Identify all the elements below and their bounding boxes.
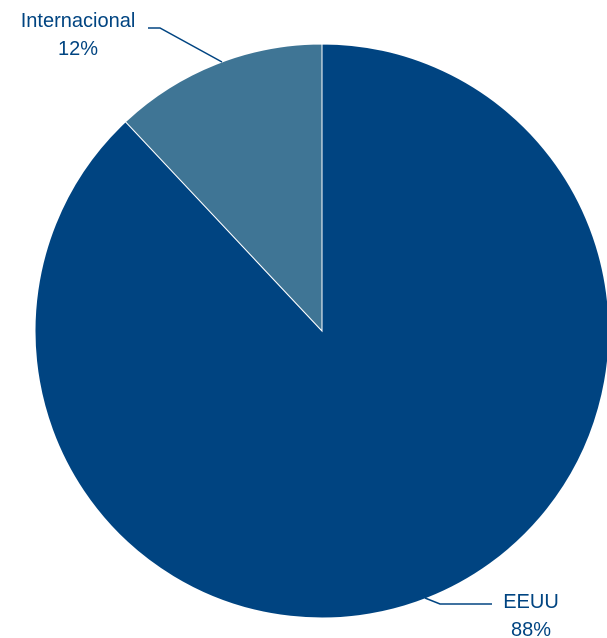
leader-line-eeuu	[424, 597, 492, 605]
pie-slice-eeuu	[34, 43, 607, 619]
pie-slice-internacional	[124, 43, 323, 333]
pie-slices	[34, 43, 607, 619]
slice-label-eeuu: EEUU	[503, 591, 559, 613]
slice-value-eeuu: 88%	[511, 619, 551, 638]
slice-label-internacional: Internacional	[21, 10, 136, 32]
slice-value-internacional: 12%	[58, 38, 98, 60]
leader-line-internacional	[148, 27, 223, 63]
